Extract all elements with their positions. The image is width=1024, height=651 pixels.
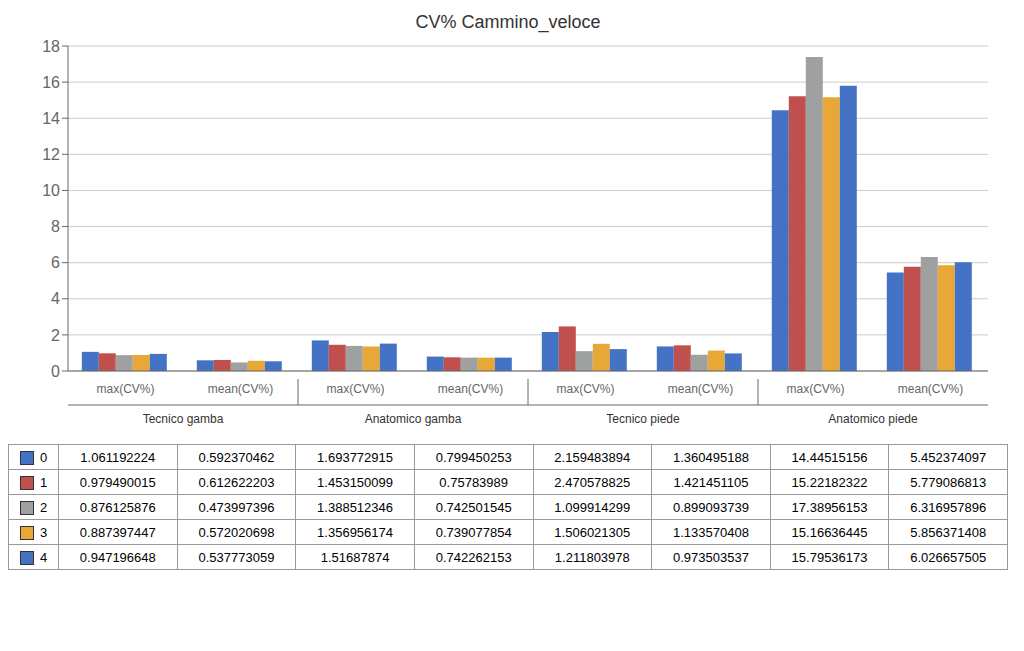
html-text:0.973503537: 0.973503537	[673, 549, 749, 565]
html-text:0.799450253: 0.799450253	[435, 449, 512, 465]
html-text:15.79536173: 15.79536173	[791, 549, 868, 565]
svg-text:10: 10	[42, 182, 60, 199]
html-text:1.693772915: 1.693772915	[317, 449, 393, 465]
svg-text:mean(CV%): mean(CV%)	[898, 382, 963, 396]
html-text:0.473997396: 0.473997396	[198, 499, 275, 515]
html-text:0.947196648: 0.947196648	[79, 549, 156, 565]
svg-text:mean(CV%): mean(CV%)	[208, 382, 273, 396]
svg-text:max(CV%): max(CV%)	[326, 382, 384, 396]
html-text:1.211803978: 1.211803978	[554, 549, 630, 565]
html-text:2.470578825: 2.470578825	[554, 474, 631, 490]
html-text:1.51687874: 1.51687874	[320, 549, 390, 565]
html-text:0.592370462: 0.592370462	[198, 449, 275, 465]
svg-text:6: 6	[51, 254, 60, 271]
svg-text:max(CV%): max(CV%)	[556, 382, 614, 396]
svg-text:Anatomico piede: Anatomico piede	[828, 412, 918, 426]
svg-text:12: 12	[42, 146, 60, 163]
svg-text:mean(CV%): mean(CV%)	[668, 382, 733, 396]
html-text:0.739077854: 0.739077854	[435, 524, 512, 540]
html-text:0.887397447: 0.887397447	[79, 524, 156, 540]
svg-text:14: 14	[42, 110, 60, 127]
html-text:15.16636445: 15.16636445	[791, 524, 868, 540]
svg-text:max(CV%): max(CV%)	[96, 382, 154, 396]
svg-text:max(CV%): max(CV%)	[786, 382, 844, 396]
html-text:5.856371408: 5.856371408	[910, 524, 987, 540]
html-text:2.159483894: 2.159483894	[554, 449, 631, 465]
html-text:1.506021305: 1.506021305	[554, 524, 631, 540]
html-text:0.899093739: 0.899093739	[673, 499, 749, 515]
html-text:1.421451105: 1.421451105	[673, 474, 749, 490]
html-text:0.572020698: 0.572020698	[198, 524, 275, 540]
html-text:0.979490015: 0.979490015	[79, 474, 156, 490]
html-text:1.388512346: 1.388512346	[317, 499, 393, 515]
html-text:1.061192224: 1.061192224	[80, 449, 156, 465]
html-text:1.133570408: 1.133570408	[673, 524, 749, 540]
html-text:0.742262153: 0.742262153	[435, 549, 512, 565]
svg-text:Anatomico gamba: Anatomico gamba	[365, 412, 462, 426]
html-text:1.099914299: 1.099914299	[554, 499, 631, 515]
html-text:1.453150099: 1.453150099	[317, 474, 393, 490]
html-text:1.360495188: 1.360495188	[673, 449, 749, 465]
html-text:1: 1	[39, 475, 48, 491]
html-text:2: 2	[39, 500, 48, 516]
svg-text:18: 18	[42, 38, 60, 55]
html-text:1.356956174: 1.356956174	[317, 524, 393, 540]
html-text:6.316957896: 6.316957896	[910, 499, 987, 515]
svg-text:0: 0	[51, 363, 60, 380]
svg-text:8: 8	[51, 218, 60, 235]
html-text:0.876125876: 0.876125876	[79, 499, 156, 515]
html-text:14.44515156: 14.44515156	[791, 449, 868, 465]
svg-text:16: 16	[42, 74, 60, 91]
svg-text:mean(CV%): mean(CV%)	[438, 382, 503, 396]
html-text:5.452374097: 5.452374097	[910, 449, 987, 465]
html-text:3: 3	[39, 525, 48, 541]
html-text:0: 0	[39, 450, 48, 466]
html-text:6.026657505: 6.026657505	[910, 549, 987, 565]
svg-text:Tecnico piede: Tecnico piede	[606, 412, 680, 426]
html-text:15.22182322: 15.22182322	[791, 474, 868, 490]
svg-text:2: 2	[51, 327, 60, 344]
html-text:4: 4	[39, 550, 48, 566]
svg-text:4: 4	[51, 290, 60, 307]
html-text:0.75783989: 0.75783989	[439, 474, 508, 490]
html-text:17.38956153: 17.38956153	[791, 499, 868, 515]
html-text:CV% Cammino_veloce: CV% Cammino_veloce	[415, 12, 601, 32]
html-text:5.779086813: 5.779086813	[910, 474, 987, 490]
svg-text:Tecnico gamba: Tecnico gamba	[143, 412, 224, 426]
html-text:0.612622203: 0.612622203	[198, 474, 275, 490]
html-text:0.742501545: 0.742501545	[435, 499, 512, 515]
html-text:0.537773059: 0.537773059	[198, 549, 275, 565]
